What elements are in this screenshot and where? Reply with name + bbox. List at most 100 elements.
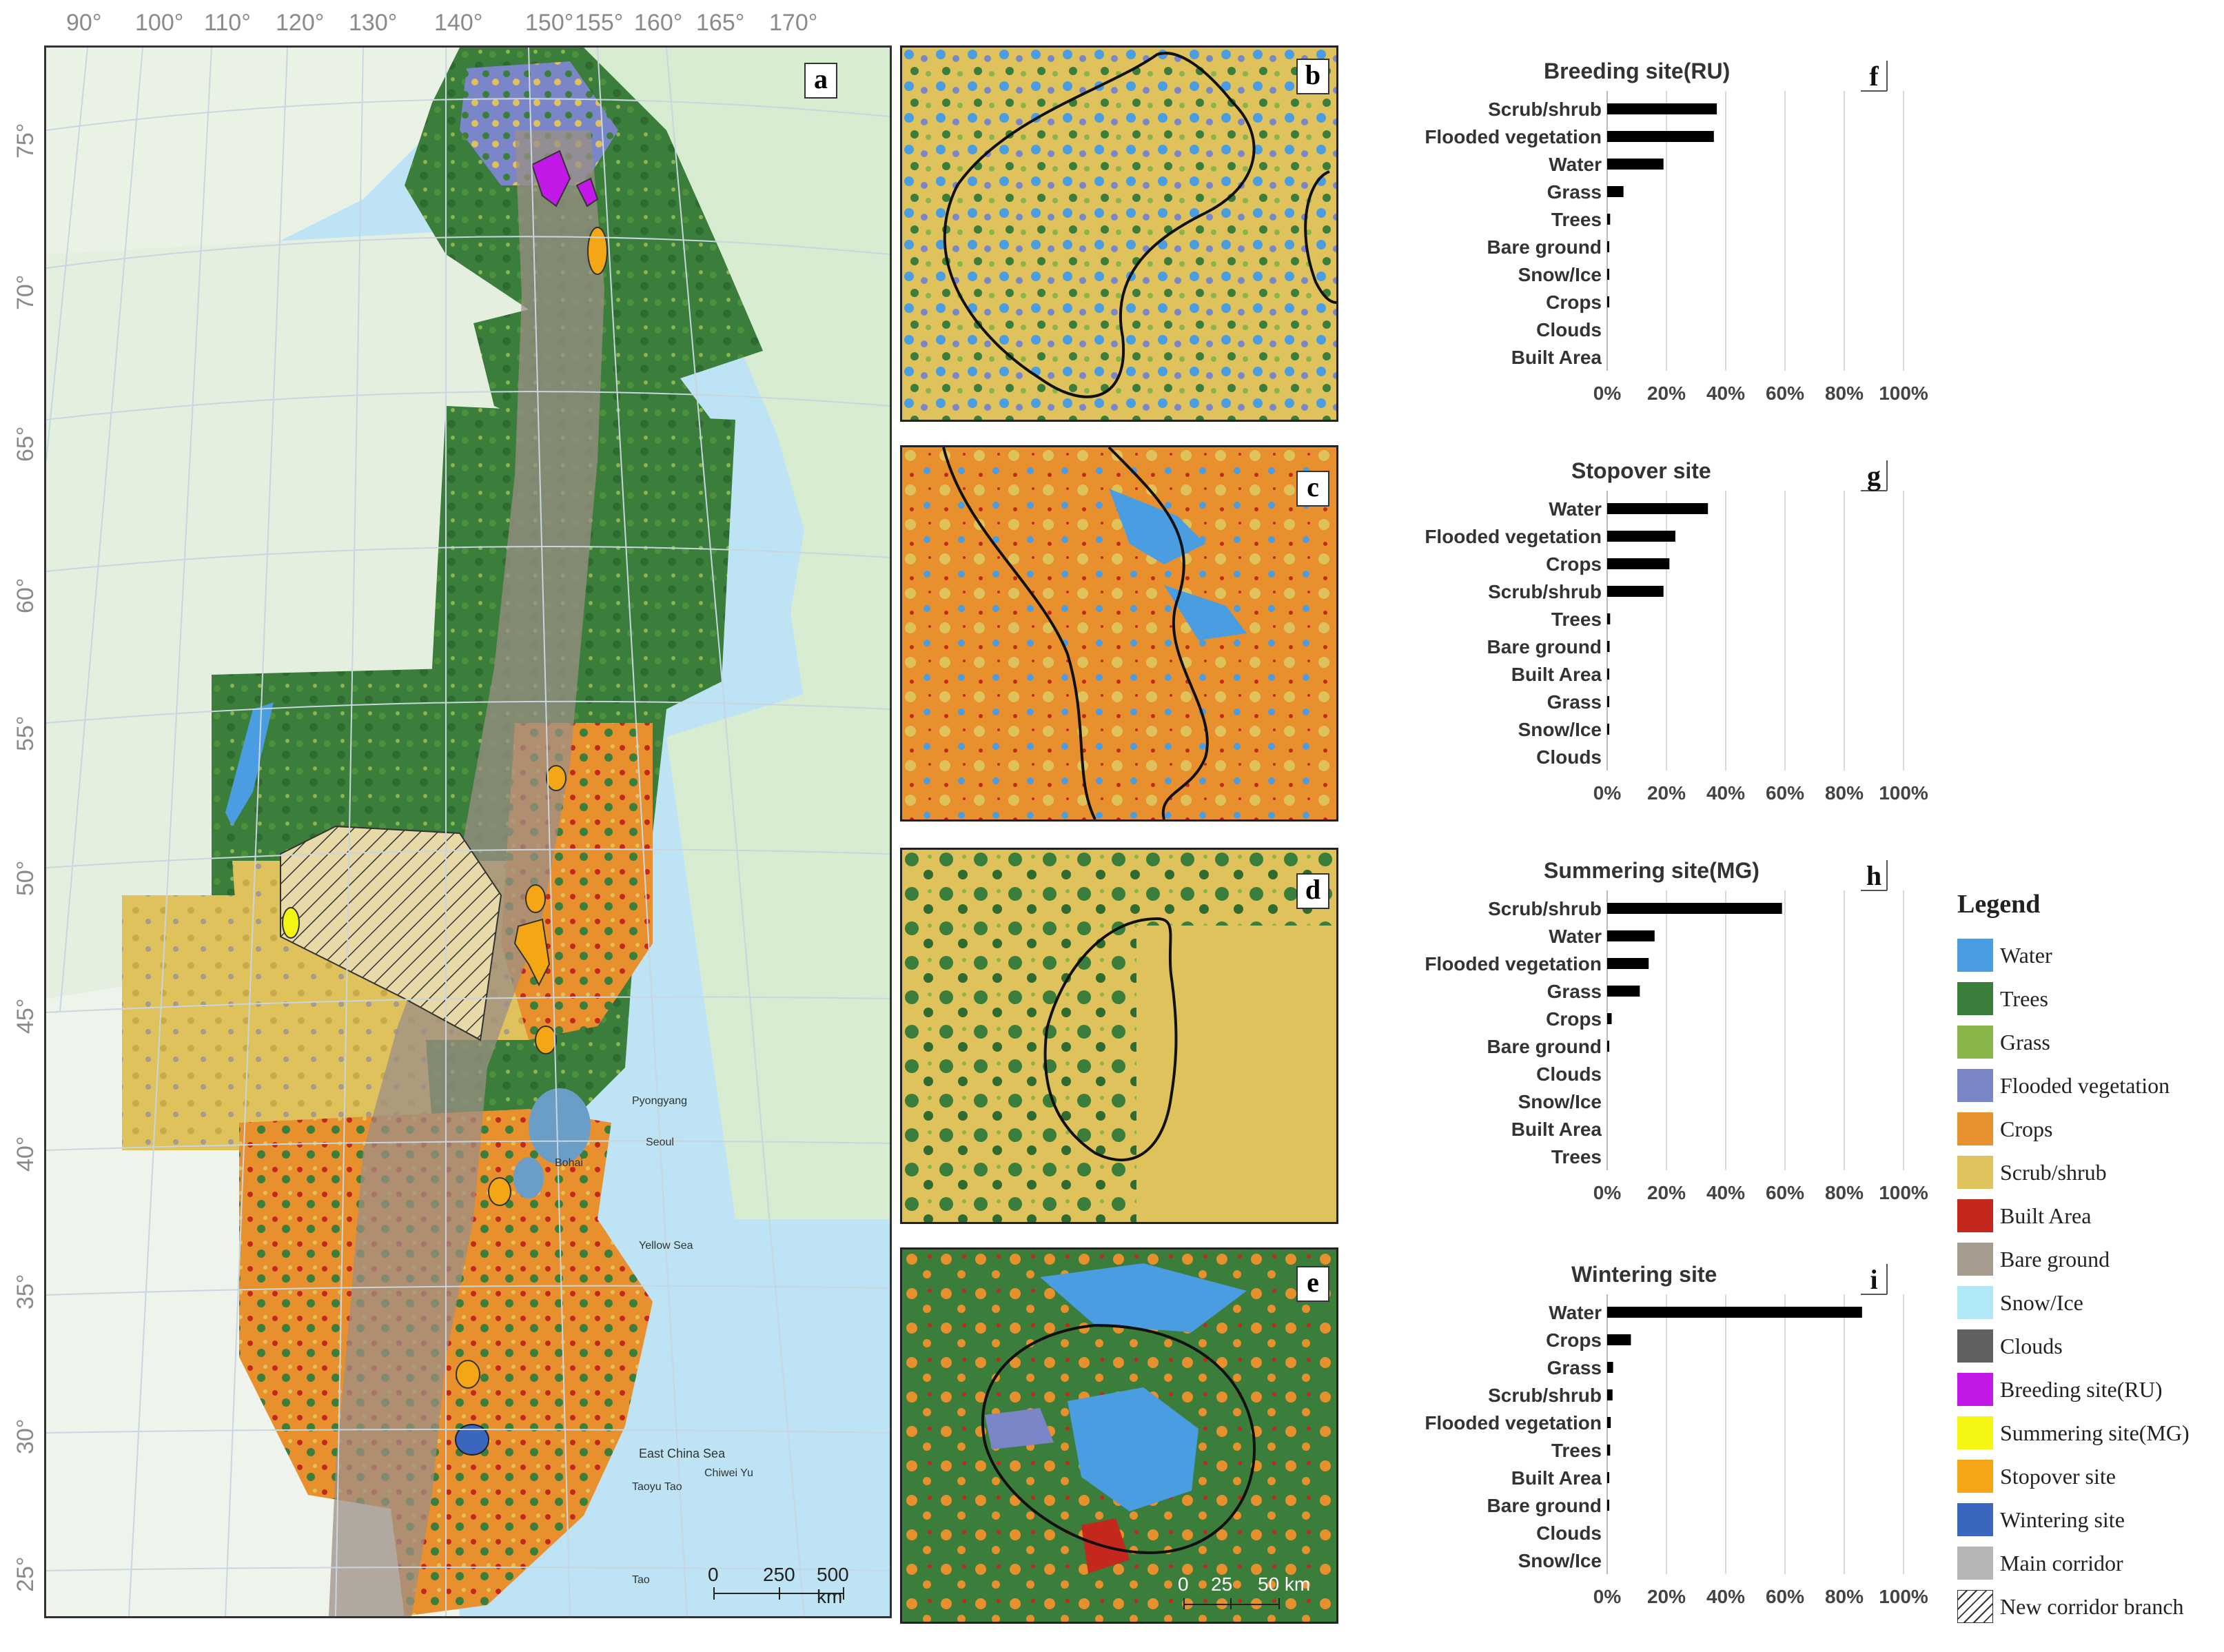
inset-b-svg: [902, 48, 1336, 420]
chart-f: Breeding site(RU) f 0% 20% 40% 60% 80% 100% Scru…: [1425, 59, 1928, 404]
category-label-h-4: Crops: [1546, 1008, 1602, 1030]
chart-letter-f: f: [1869, 61, 1879, 92]
legend-label: Flooded vegetation: [2000, 1072, 2170, 1098]
bar-g-5: [1607, 641, 1610, 652]
xtick-h-1: 20%: [1647, 1182, 1686, 1203]
legend-item: Trees: [1957, 982, 2048, 1015]
xtick-h-5: 100%: [1879, 1182, 1928, 1203]
category-label-g-3: Scrub/shrub: [1488, 581, 1602, 602]
bar-g-3: [1607, 586, 1664, 597]
legend-swatch: [1957, 1503, 1993, 1536]
legend-label: Stopover site: [2000, 1463, 2116, 1489]
panel-letter-a: a: [804, 63, 837, 99]
legend-label: Wintering site: [2000, 1507, 2125, 1532]
chart-letter-box-g: [1861, 460, 1887, 491]
bar-h-2: [1607, 958, 1649, 969]
legend-swatch: [1957, 1460, 1993, 1493]
bar-f-6: [1607, 269, 1609, 280]
category-label-g-0: Water: [1549, 498, 1602, 520]
inset-e-scalebar: 0 25 50 km: [1178, 1573, 1329, 1615]
chart-letter-g: g: [1867, 460, 1881, 491]
legend-swatch: [1957, 1373, 1993, 1406]
inset-c-svg: [902, 447, 1336, 819]
xtick-f-2: 40%: [1706, 383, 1745, 404]
category-label-f-8: Clouds: [1536, 319, 1602, 340]
bar-g-0: [1607, 503, 1708, 514]
lat-label-35: 35°: [12, 1274, 39, 1309]
legend-swatch: [1957, 939, 1993, 972]
lat-label-45: 45°: [12, 998, 39, 1034]
legend-item: Water: [1957, 939, 2052, 972]
xtick-f-3: 60%: [1766, 383, 1804, 404]
legend-label: Main corridor: [2000, 1550, 2123, 1575]
xtick-f-4: 80%: [1825, 383, 1864, 404]
map-scalebar: 0 250 500 km: [708, 1564, 866, 1607]
xtick-f-1: 20%: [1647, 383, 1686, 404]
inset-d[interactable]: d: [900, 848, 1338, 1224]
xtick-i-0: 0%: [1593, 1586, 1622, 1607]
legend-label: Snow/Ice: [2000, 1289, 2083, 1315]
bar-g-7: [1607, 696, 1609, 707]
bar-i-5: [1607, 1445, 1611, 1456]
bar-h-3: [1607, 986, 1640, 997]
category-label-g-2: Crops: [1546, 553, 1602, 575]
legend-label: Grass: [2000, 1029, 2050, 1054]
legend-swatch: [1957, 1199, 1993, 1232]
legend-swatch: [1957, 1243, 1993, 1276]
legend-item: New corridor branch: [1957, 1590, 2184, 1623]
panel-letter-b: b: [1296, 59, 1329, 94]
scalebar-tick-0: 0: [708, 1564, 719, 1585]
xtick-g-4: 80%: [1825, 782, 1864, 804]
category-label-f-1: Flooded vegetation: [1425, 126, 1602, 147]
stopover-site-4: [513, 918, 551, 987]
legend-item: Clouds: [1957, 1329, 2063, 1363]
category-label-h-8: Built Area: [1511, 1119, 1602, 1140]
chart-title-i: Wintering site: [1571, 1262, 1717, 1287]
stopover-site-7: [456, 1360, 480, 1389]
category-label-g-4: Trees: [1551, 609, 1602, 630]
inset-e[interactable]: e 0 25 50 km: [900, 1247, 1338, 1624]
stopover-site-3: [525, 884, 546, 913]
panel-letter-e: e: [1296, 1266, 1329, 1302]
xtick-h-0: 0%: [1593, 1182, 1622, 1203]
category-label-h-1: Water: [1549, 926, 1602, 947]
category-label-g-5: Bare ground: [1487, 636, 1602, 657]
bar-f-3: [1607, 186, 1624, 197]
legend-item: Built Area: [1957, 1199, 2091, 1232]
legend-swatch: [1957, 1026, 1993, 1059]
legend-item: Wintering site: [1957, 1503, 2125, 1536]
bar-g-6: [1607, 669, 1609, 680]
xtick-i-5: 100%: [1879, 1586, 1928, 1607]
wintering-site: [455, 1424, 489, 1456]
xtick-i-3: 60%: [1766, 1586, 1804, 1607]
breeding-site: [531, 150, 571, 207]
xtick-f-5: 100%: [1879, 383, 1928, 404]
category-label-h-3: Grass: [1547, 981, 1602, 1002]
category-label-h-5: Bare ground: [1487, 1036, 1602, 1057]
legend-label: Breeding site(RU): [2000, 1376, 2163, 1402]
chart-h: Summering site(MG) h 0% 20% 40% 60% 80% 100% Scr…: [1425, 858, 1928, 1203]
category-label-h-7: Snow/Ice: [1518, 1091, 1602, 1112]
inset-c[interactable]: c: [900, 445, 1338, 822]
main-map[interactable]: a Pyongyang Seoul Bohai Yellow Sea East …: [44, 45, 892, 1618]
category-label-i-6: Built Area: [1511, 1467, 1602, 1489]
bar-i-3: [1607, 1389, 1613, 1400]
legend-label: Crops: [2000, 1116, 2053, 1141]
legend: Legend Water Trees Grass Flooded vegetation…: [1955, 889, 2223, 1633]
inset-b[interactable]: b: [900, 45, 1338, 422]
bar-f-2: [1607, 159, 1664, 170]
stopover-site-2: [546, 765, 567, 791]
xtick-f-0: 0%: [1593, 383, 1622, 404]
main-map-svg: [46, 48, 890, 1616]
legend-swatch: [1957, 1329, 1993, 1363]
xtick-h-2: 40%: [1706, 1182, 1745, 1203]
category-label-g-9: Clouds: [1536, 746, 1602, 768]
legend-item: Scrub/shrub: [1957, 1156, 2107, 1189]
legend-item: Flooded vegetation: [1957, 1069, 2170, 1102]
bar-i-1: [1607, 1334, 1631, 1345]
xtick-g-3: 60%: [1766, 782, 1804, 804]
lat-label-70: 70°: [12, 274, 39, 310]
lon-label-120: 120°: [276, 10, 325, 36]
bar-i-2: [1607, 1362, 1613, 1373]
category-label-g-1: Flooded vegetation: [1425, 526, 1602, 547]
